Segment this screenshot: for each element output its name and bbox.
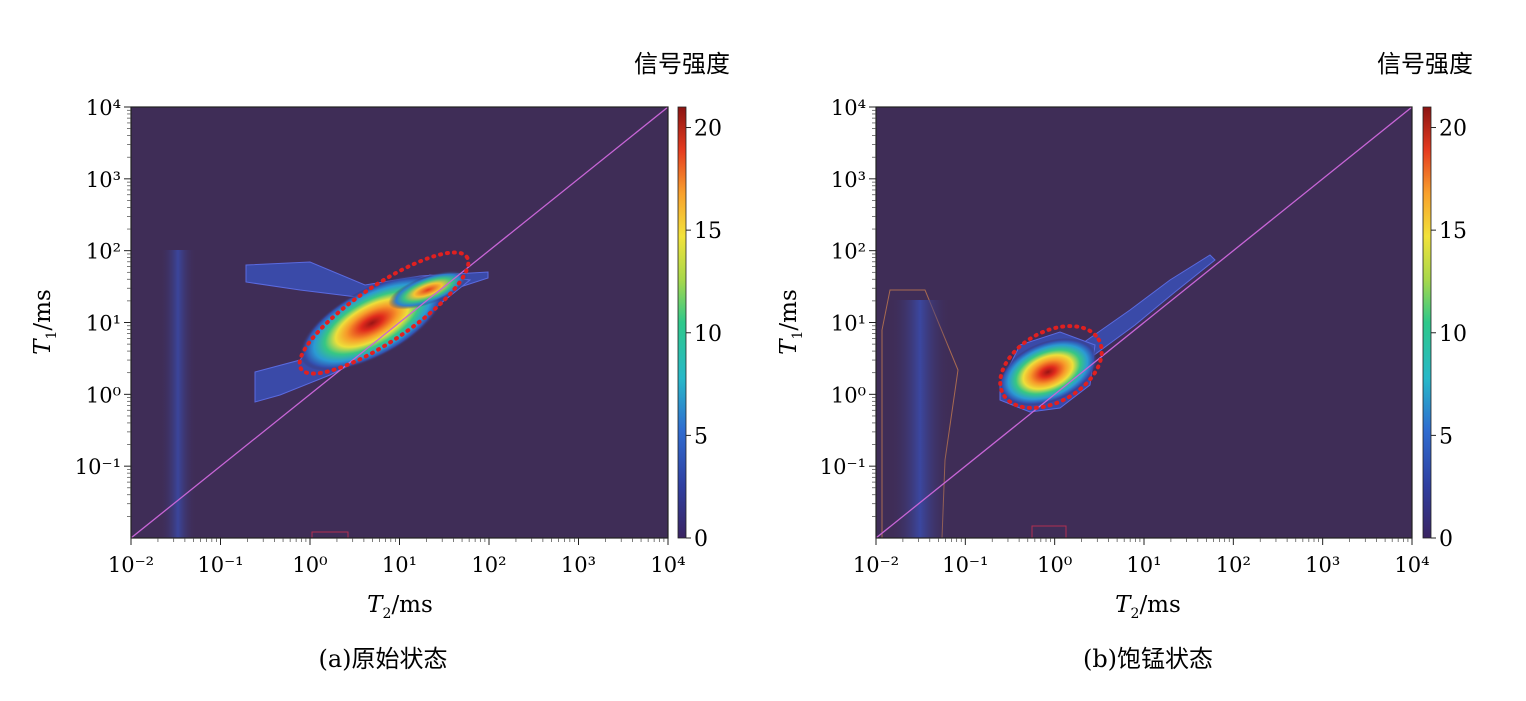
colorbar-ticks-b: 0 5 10 15 20 <box>1431 117 1467 552</box>
xlabel-a: T2/ms <box>367 592 433 622</box>
y-tick-label: 10² <box>86 240 121 264</box>
peak-b-main <box>998 338 1098 406</box>
y-tick-label: 10¹ <box>831 312 866 336</box>
colorbar-tick-label: 20 <box>1439 117 1467 142</box>
colorbar-tick-label: 10 <box>1439 322 1467 347</box>
colorbar-tick-label: 10 <box>694 322 722 347</box>
y-tick-label: 10¹ <box>86 312 121 336</box>
subtitle-a: (a)原始状态 <box>318 645 447 673</box>
heatmap-b <box>876 107 1412 538</box>
x-tick-label: 10¹ <box>1126 553 1161 577</box>
x-tick-label: 10⁴ <box>650 553 685 577</box>
small-mark-a <box>311 531 349 538</box>
colorbar-a <box>677 106 687 539</box>
x-tick-label: 10⁻² <box>108 553 154 577</box>
y-tick-label: 10³ <box>86 168 121 192</box>
colorbar-label-a: 信号强度 <box>634 50 730 78</box>
x-tick-label: 10² <box>471 553 506 577</box>
y-tick-label: 10⁴ <box>831 96 866 120</box>
x-tick-label: 10⁻¹ <box>942 553 988 577</box>
highlight-ellipse-a <box>297 250 471 376</box>
y-tick-label: 10³ <box>831 168 866 192</box>
colorbar-label-b: 信号强度 <box>1377 50 1473 78</box>
axes-a: 10⁻² 10⁻¹ 10⁰ 10¹ 10² 10³ 10⁴ 10⁻¹ 10⁰ 10¹ 10² 10³ 1… <box>75 96 686 577</box>
colorbar-tick-label: 0 <box>694 527 708 552</box>
colorbar-tick-label: 0 <box>1439 527 1453 552</box>
panel-b: 10⁻² 10⁻¹ 10⁰ 10¹ 10² 10³ 10⁴ 10⁻¹ 10⁰ 10¹ 10² 10³ 1… <box>776 50 1473 673</box>
ylabel-a: T1/ms <box>30 289 60 355</box>
vertical-strip-a <box>160 250 196 538</box>
x-tick-label: 10⁰ <box>1037 553 1072 577</box>
y-tick-label: 10⁴ <box>86 96 121 120</box>
small-mark-b <box>1031 525 1067 538</box>
x-tick-label: 10¹ <box>382 553 417 577</box>
colorbar-ticks-a: 0 5 10 15 20 <box>686 117 722 552</box>
diagonal-line-b <box>876 107 1412 538</box>
peak-a-secondary <box>388 270 468 310</box>
x-tick-label: 10⁴ <box>1394 553 1429 577</box>
colorbar-tick-label: 15 <box>1439 219 1467 244</box>
subtitle-b: (b)饱锰状态 <box>1083 645 1213 673</box>
colorbar-tick-label: 5 <box>1439 424 1453 449</box>
diagonal-line-a <box>131 107 668 538</box>
x-tick-label: 10³ <box>561 553 596 577</box>
ylabel-b: T1/ms <box>776 289 806 355</box>
xlabel-b: T2/ms <box>1115 592 1181 622</box>
heatmap-a <box>131 107 668 538</box>
colorbar-tick-label: 15 <box>694 219 722 244</box>
y-tick-label: 10⁻¹ <box>820 455 866 479</box>
colorbar-b <box>1422 106 1432 539</box>
x-tick-label: 10² <box>1216 553 1251 577</box>
colorbar-tick-label: 5 <box>694 424 708 449</box>
axes-b: 10⁻² 10⁻¹ 10⁰ 10¹ 10² 10³ 10⁴ 10⁻¹ 10⁰ 10¹ 10² 10³ 1… <box>820 96 1430 577</box>
x-tick-label: 10³ <box>1305 553 1340 577</box>
x-tick-label: 10⁻² <box>853 553 899 577</box>
y-tick-label: 10² <box>831 240 866 264</box>
y-tick-label: 10⁰ <box>86 383 121 407</box>
vertical-strip-b <box>890 300 950 538</box>
x-tick-label: 10⁻¹ <box>197 553 243 577</box>
panel-a: 10⁻² 10⁻¹ 10⁰ 10¹ 10² 10³ 10⁴ 10⁻¹ 10⁰ 10¹ 10² 10³ 1… <box>30 50 730 673</box>
x-tick-label: 10⁰ <box>292 553 327 577</box>
y-tick-label: 10⁻¹ <box>75 455 121 479</box>
colorbar-tick-label: 20 <box>694 117 722 142</box>
signal-arm-b <box>1079 254 1216 359</box>
highlight-ellipse-b <box>998 324 1104 410</box>
y-tick-label: 10⁰ <box>831 383 866 407</box>
